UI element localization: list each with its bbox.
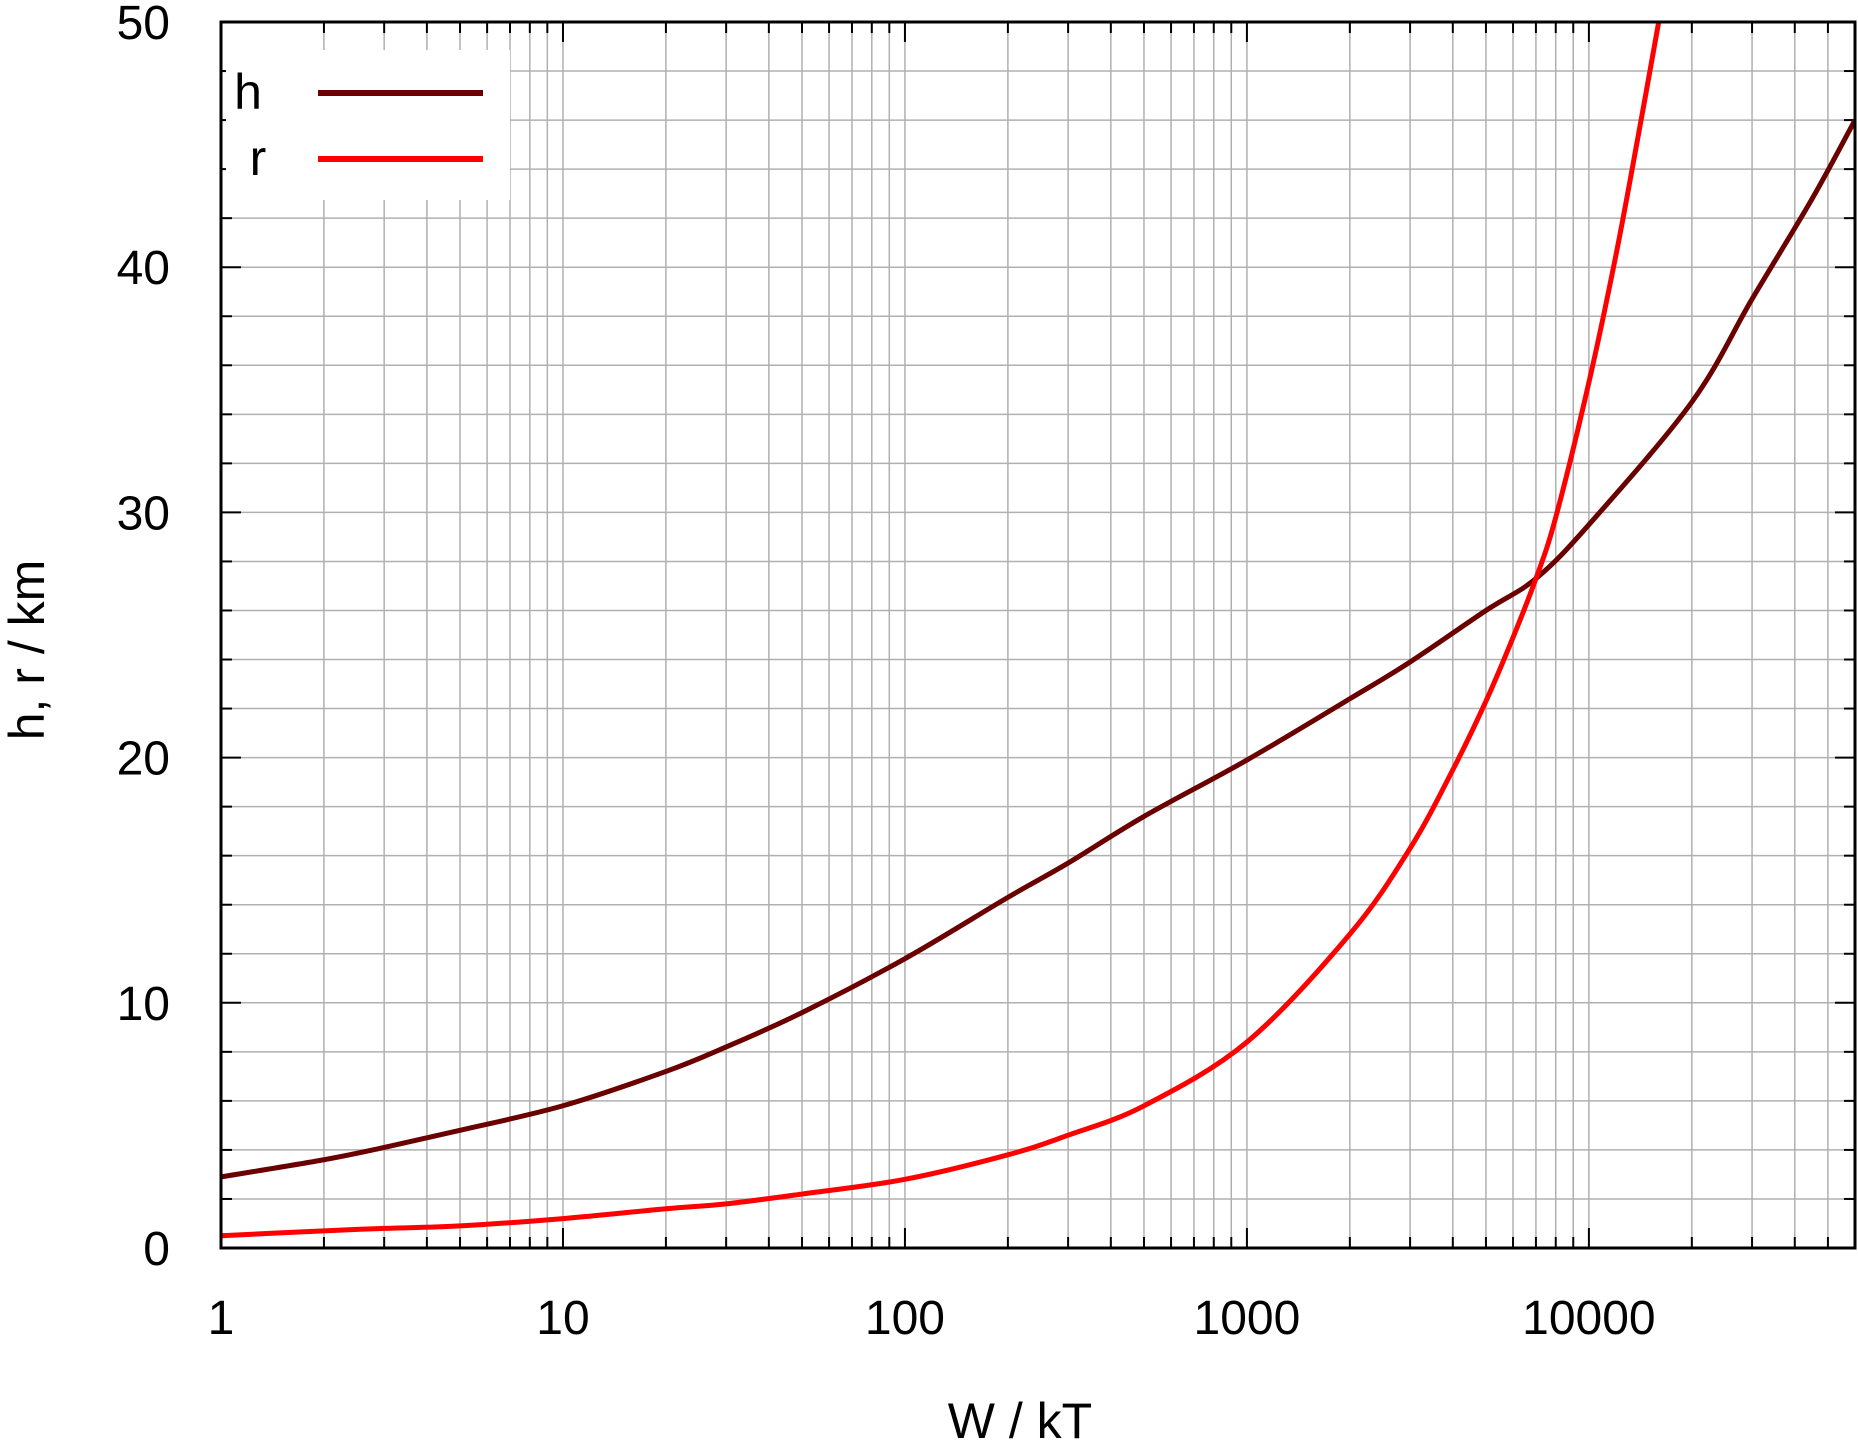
series-line-h — [221, 118, 1855, 1180]
x-tick-label: 10 — [536, 1292, 589, 1345]
y-tick-label: 30 — [117, 487, 170, 540]
x-tick-label: 1000 — [1194, 1292, 1301, 1345]
x-tick-label: 1 — [208, 1292, 235, 1345]
data-series — [221, 22, 1855, 1239]
series-line-r — [221, 22, 1662, 1239]
x-axis-title: W / kT — [948, 1393, 1092, 1446]
legend-label-r: r — [250, 130, 267, 186]
legend: h r — [226, 50, 510, 200]
grid-lines — [221, 22, 1855, 1248]
y-tick-label: 20 — [117, 733, 170, 786]
x-tick-label: 10000 — [1522, 1292, 1655, 1345]
y-tick-label: 50 — [117, 0, 170, 50]
x-tick-label: 100 — [865, 1292, 945, 1345]
axis-ticks — [221, 22, 1855, 1248]
legend-background — [226, 50, 510, 200]
y-tick-label: 0 — [143, 1223, 170, 1276]
plot-frame — [219, 20, 1857, 1250]
y-tick-label: 10 — [117, 978, 170, 1031]
x-tick-labels: 1 10 100 1000 10000 — [208, 1292, 1656, 1345]
y-tick-label: 40 — [117, 242, 170, 295]
y-axis-title: h, r / km — [0, 560, 55, 741]
y-tick-labels: 0 10 20 30 40 50 — [117, 0, 170, 1276]
legend-label-h: h — [234, 64, 262, 120]
